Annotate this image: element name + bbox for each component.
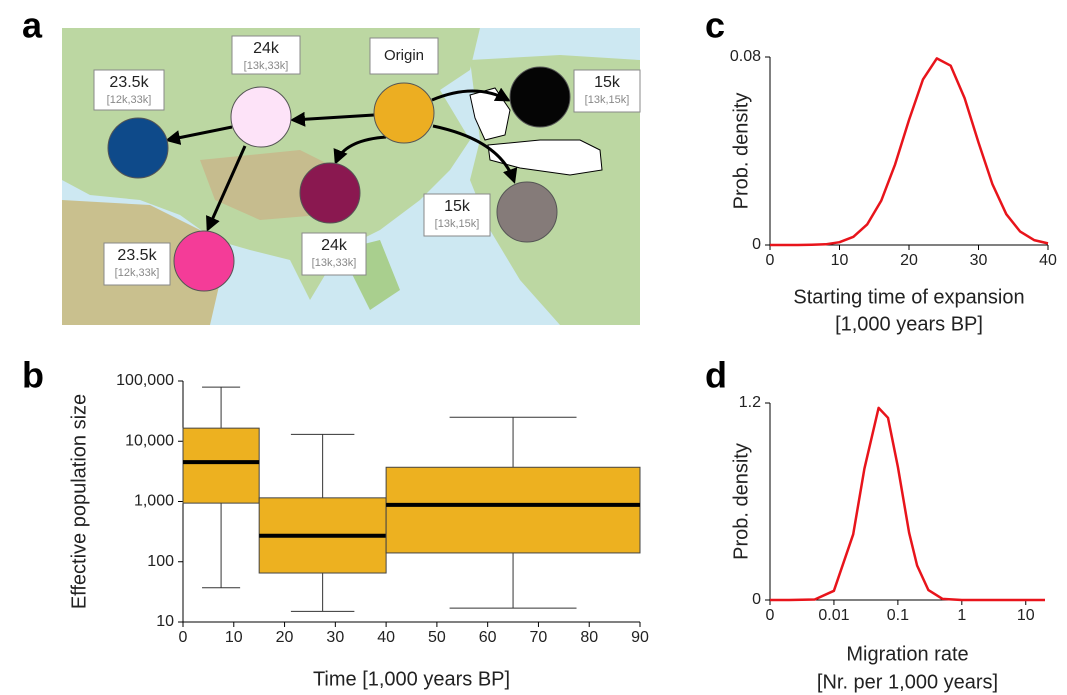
x-tick-label: 0.1 — [887, 607, 909, 624]
node-label: Origin — [384, 47, 424, 64]
panel-label: a — [22, 5, 43, 46]
y-tick-label: 10 — [156, 613, 174, 630]
x-tick-label: 30 — [326, 629, 344, 646]
x-axis-title: Starting time of expansion — [793, 286, 1024, 308]
x-axis-title: Time [1,000 years BP] — [313, 668, 510, 690]
panel-label: b — [22, 355, 44, 396]
y-tick-label: 10,000 — [125, 432, 174, 449]
node-label: 15k — [594, 74, 621, 91]
page: Origin 24k [13k,33k] 23.5k [12k,33k] 15k [13k,… — [0, 0, 1067, 695]
node-label: 24k — [321, 237, 348, 254]
density-line — [770, 408, 1045, 600]
x-tick-label: 0 — [766, 252, 775, 269]
x-tick-label: 40 — [377, 629, 395, 646]
y-axis-title: Prob. density — [730, 93, 752, 210]
x-axis-title: [Nr. per 1,000 years] — [817, 671, 998, 693]
y-tick-label: 1.2 — [739, 394, 761, 411]
node-interval: [12k,33k] — [107, 94, 152, 106]
y-axis-title: Effective population size — [68, 394, 90, 609]
x-tick-label: 60 — [479, 629, 497, 646]
node-label: 24k — [253, 40, 280, 57]
density-line — [770, 58, 1048, 245]
figure: Origin 24k [13k,33k] 23.5k [12k,33k] 15k [13k,… — [0, 0, 1067, 695]
x-tick-label: 50 — [428, 629, 446, 646]
x-tick-label: 0 — [766, 607, 775, 624]
box — [183, 428, 259, 503]
x-axis-title: Migration rate — [846, 643, 968, 665]
node — [231, 87, 291, 147]
x-tick-label: 1 — [957, 607, 966, 624]
node — [510, 67, 570, 127]
box — [386, 467, 640, 553]
node — [108, 118, 168, 178]
node-label: 23.5k — [109, 74, 149, 91]
panel-label: c — [705, 5, 725, 46]
x-tick-label: 10 — [225, 629, 243, 646]
node — [300, 163, 360, 223]
node — [497, 182, 557, 242]
x-tick-label: 80 — [580, 629, 598, 646]
node-interval: [13k,15k] — [435, 218, 480, 230]
x-tick-label: 90 — [631, 629, 649, 646]
y-tick-label: 100,000 — [116, 372, 174, 389]
x-tick-label: 0 — [179, 629, 188, 646]
node — [174, 231, 234, 291]
x-tick-label: 10 — [1017, 607, 1035, 624]
node — [374, 83, 434, 143]
y-tick-label: 0 — [752, 236, 761, 253]
y-tick-label: 0.08 — [730, 48, 761, 65]
x-tick-label: 20 — [276, 629, 294, 646]
x-tick-label: 40 — [1039, 252, 1057, 269]
node-label: 15k — [444, 198, 471, 215]
node-label: 23.5k — [117, 247, 157, 264]
x-tick-label: 30 — [970, 252, 988, 269]
panel-label: d — [705, 355, 727, 396]
x-tick-label: 20 — [900, 252, 918, 269]
y-tick-label: 100 — [147, 553, 174, 570]
x-axis-title: [1,000 years BP] — [835, 313, 983, 335]
node-interval: [13k,15k] — [585, 94, 630, 106]
y-axis-title: Prob. density — [730, 443, 752, 560]
x-tick-label: 70 — [530, 629, 548, 646]
node-interval: [13k,33k] — [244, 60, 289, 72]
y-tick-label: 0 — [752, 591, 761, 608]
node-interval: [12k,33k] — [115, 267, 160, 279]
x-tick-label: 0.01 — [818, 607, 849, 624]
y-tick-label: 1,000 — [134, 493, 174, 510]
x-tick-label: 10 — [831, 252, 849, 269]
node-interval: [13k,33k] — [312, 257, 357, 269]
